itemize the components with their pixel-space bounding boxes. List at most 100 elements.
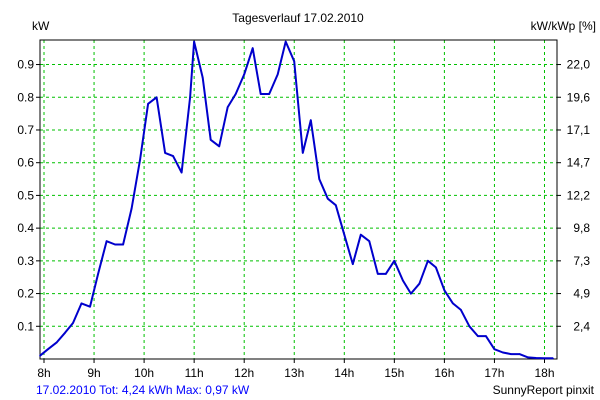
data-point: [130, 207, 133, 210]
footer-summary: 17.02.2010 Tot: 4,24 kWh Max: 0,97 kW: [36, 383, 250, 397]
data-point: [234, 93, 237, 95]
y-tick-label-left: 0.3: [17, 254, 34, 268]
data-point: [493, 348, 496, 350]
y-tick-label-left: 0.8: [17, 90, 34, 104]
data-point: [477, 335, 479, 337]
data-point: [189, 96, 191, 99]
y-tick-label-right: 17,1: [567, 123, 591, 137]
data-point: [334, 204, 337, 207]
chart-title: Tagesverlauf 17.02.2010: [232, 11, 364, 25]
tick-layer: [36, 64, 561, 363]
y-tick-label-right: 9,8: [573, 221, 590, 235]
plot-frame: [39, 39, 558, 360]
data-point: [276, 73, 279, 76]
data-point: [259, 93, 262, 95]
data-point: [80, 302, 83, 305]
data-point: [309, 119, 312, 121]
data-point: [427, 260, 429, 262]
data-point: [97, 273, 99, 275]
x-tick-label: 18h: [534, 366, 554, 380]
x-tick-label: 12h: [234, 366, 254, 380]
data-point: [326, 197, 329, 200]
x-tick-label: 16h: [434, 366, 454, 380]
data-point: [293, 60, 296, 63]
data-point: [114, 243, 116, 246]
y-tick-label-right: 14,7: [567, 156, 591, 170]
data-point: [218, 145, 220, 148]
data-point: [172, 155, 174, 157]
y-tick-label-right: 2,4: [573, 319, 590, 333]
data-point: [226, 106, 229, 108]
y-tick-label-left: 0.6: [17, 156, 34, 170]
y-tick-label-right: 22,0: [567, 58, 591, 72]
data-point: [443, 289, 446, 292]
data-point: [47, 348, 49, 350]
data-point: [105, 240, 108, 243]
data-point: [377, 273, 379, 275]
data-point: [510, 353, 512, 355]
data-point: [468, 325, 471, 328]
y-tick-label-left: 0.1: [17, 319, 34, 333]
data-point: [180, 171, 183, 174]
x-tick-label: 15h: [384, 366, 404, 380]
x-tick-label: 14h: [334, 366, 354, 380]
data-point: [139, 158, 141, 161]
y-tick-label-left: 0.4: [17, 221, 34, 235]
data-point: [360, 233, 362, 236]
data-point: [552, 357, 554, 360]
x-tick-label: 10h: [134, 366, 154, 380]
x-tick-label: 11h: [185, 366, 204, 380]
series-layer: [39, 40, 554, 360]
data-point: [543, 357, 546, 360]
data-point: [318, 178, 321, 180]
x-tick-label: 17h: [484, 366, 504, 380]
data-point: [385, 273, 387, 275]
y-tick-label-left: 0.5: [17, 188, 34, 202]
data-point: [268, 93, 271, 95]
data-point: [418, 282, 421, 285]
x-tick-label: 9h: [87, 366, 100, 380]
data-point: [368, 240, 371, 243]
data-point: [518, 353, 521, 355]
data-point: [147, 103, 149, 105]
data-point: [89, 305, 91, 308]
data-point: [535, 357, 537, 359]
data-point: [502, 351, 504, 354]
data-point: [122, 243, 124, 246]
y-tick-label-right: 19,6: [567, 90, 591, 104]
label-layer: 8h 9h 10h 11h 12h 13h 14h 15h 16h 17h 18h 0.1 2,4 0.2…: [17, 58, 590, 380]
data-point: [343, 233, 346, 236]
data-point: [243, 73, 245, 76]
y-tick-label-left: 0.9: [17, 58, 34, 72]
data-point: [72, 322, 74, 324]
data-point: [201, 76, 204, 79]
data-point: [352, 263, 354, 265]
x-tick-label: 8h: [37, 366, 50, 380]
data-point: [251, 47, 254, 49]
data-point: [164, 152, 166, 154]
y-tick-label-right: 4,9: [573, 287, 590, 301]
series-line: [39, 40, 553, 360]
y-tick-label-right: 7,3: [573, 254, 590, 268]
data-point: [64, 332, 66, 334]
data-point: [402, 279, 404, 282]
data-point: [460, 309, 462, 311]
data-point: [55, 341, 58, 344]
y-tick-label-left: 0.2: [17, 287, 34, 301]
y-tick-label-right: 12,2: [567, 188, 591, 202]
y-axis-label-left: kW: [32, 19, 50, 33]
data-point: [452, 302, 454, 305]
y-tick-label-left: 0.7: [17, 123, 34, 137]
y-axis-label-right: kW/kWp [%]: [531, 19, 596, 33]
data-point: [209, 138, 212, 141]
x-tick-label: 13h: [284, 366, 304, 380]
data-point: [155, 96, 158, 99]
data-point: [410, 292, 412, 295]
data-point: [193, 40, 195, 43]
data-point: [284, 40, 287, 43]
data-point: [39, 354, 41, 357]
data-point: [485, 335, 487, 337]
data-point: [393, 260, 396, 262]
grid-layer: [40, 40, 557, 359]
